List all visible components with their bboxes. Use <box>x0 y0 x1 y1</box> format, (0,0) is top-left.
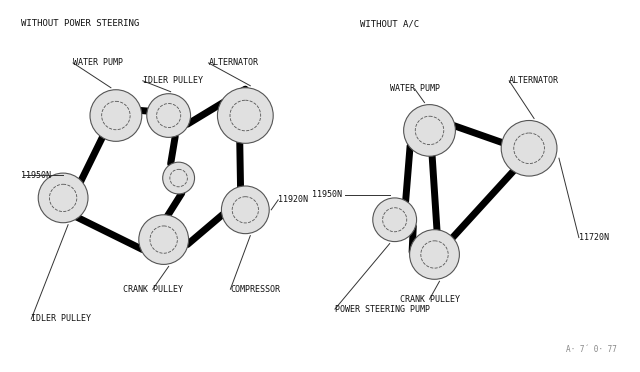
Circle shape <box>147 94 191 137</box>
Text: WITHOUT A/C: WITHOUT A/C <box>360 19 419 28</box>
Text: WATER PUMP: WATER PUMP <box>390 84 440 93</box>
Text: WATER PUMP: WATER PUMP <box>73 58 123 67</box>
Text: IDLER PULLEY: IDLER PULLEY <box>31 314 92 324</box>
Circle shape <box>404 105 456 156</box>
Text: COMPRESSOR: COMPRESSOR <box>230 285 280 294</box>
Circle shape <box>410 230 460 279</box>
Text: IDLER PULLEY: IDLER PULLEY <box>143 76 203 85</box>
Text: WITHOUT POWER STEERING: WITHOUT POWER STEERING <box>21 19 140 28</box>
Text: 11950N: 11950N <box>312 190 342 199</box>
Text: ALTERNATOR: ALTERNATOR <box>509 76 559 85</box>
Text: ALTERNATOR: ALTERNATOR <box>209 58 259 67</box>
Circle shape <box>90 90 142 141</box>
Circle shape <box>38 173 88 223</box>
Text: 11720N: 11720N <box>579 233 609 242</box>
Circle shape <box>139 215 189 264</box>
Text: CRANK PULLEY: CRANK PULLEY <box>123 285 183 294</box>
Text: A· 7´ 0· 77: A· 7´ 0· 77 <box>566 345 617 354</box>
Circle shape <box>372 198 417 241</box>
Circle shape <box>221 186 269 234</box>
Text: 11950N: 11950N <box>21 171 51 180</box>
Circle shape <box>163 162 195 194</box>
Circle shape <box>501 121 557 176</box>
Text: POWER STEERING PUMP: POWER STEERING PUMP <box>335 305 430 314</box>
Text: 11920N: 11920N <box>278 195 308 204</box>
Circle shape <box>218 88 273 143</box>
Text: CRANK PULLEY: CRANK PULLEY <box>399 295 460 304</box>
